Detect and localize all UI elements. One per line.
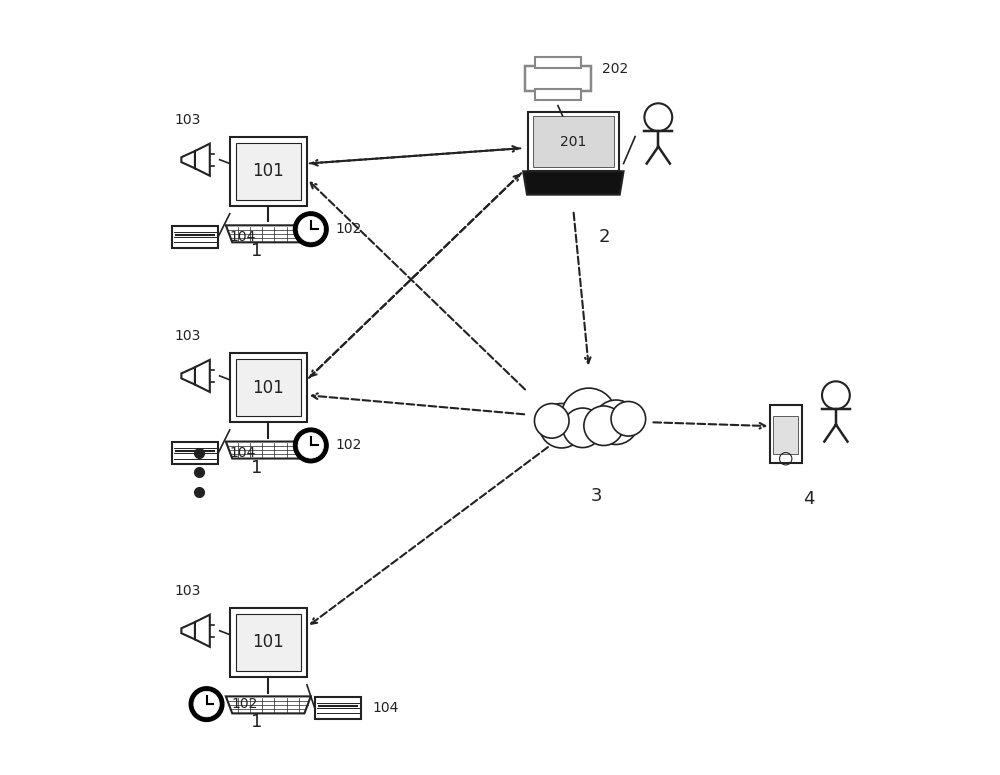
Bar (525, 66, 591, 91)
Circle shape (298, 216, 324, 242)
Text: 104: 104 (230, 230, 256, 244)
Circle shape (594, 400, 638, 445)
Text: 1: 1 (251, 713, 262, 732)
Text: 102: 102 (231, 697, 258, 711)
Bar (172, 443, 218, 464)
Text: 201: 201 (560, 135, 587, 149)
Bar (172, 226, 218, 248)
Text: 104: 104 (230, 446, 256, 460)
Polygon shape (226, 697, 311, 713)
Polygon shape (195, 360, 210, 392)
Circle shape (611, 401, 646, 436)
Text: 101: 101 (252, 162, 284, 181)
Circle shape (584, 406, 623, 446)
Bar (236, 359, 301, 416)
Bar (773, 416, 798, 454)
Circle shape (594, 400, 638, 445)
Bar (230, 353, 307, 422)
Circle shape (562, 388, 616, 443)
Circle shape (563, 408, 602, 448)
Polygon shape (195, 143, 210, 176)
Text: 4: 4 (803, 491, 815, 508)
Bar (230, 136, 307, 206)
Text: 101: 101 (252, 633, 284, 651)
Polygon shape (181, 622, 195, 639)
Circle shape (294, 429, 328, 463)
Circle shape (539, 404, 584, 448)
Circle shape (294, 212, 328, 246)
Text: 1: 1 (251, 459, 262, 477)
Bar (770, 405, 802, 463)
Polygon shape (226, 226, 311, 243)
Circle shape (298, 432, 324, 458)
Text: 102: 102 (336, 222, 362, 236)
Bar (535, 57, 581, 68)
Bar (236, 614, 301, 671)
Circle shape (611, 401, 646, 436)
Circle shape (539, 404, 584, 448)
Polygon shape (181, 367, 195, 384)
Polygon shape (181, 151, 195, 168)
Circle shape (822, 381, 850, 409)
Circle shape (534, 404, 569, 438)
Text: 103: 103 (174, 113, 200, 127)
Text: 101: 101 (252, 378, 284, 397)
Polygon shape (226, 442, 311, 459)
Text: 2: 2 (598, 228, 610, 246)
Polygon shape (528, 112, 619, 171)
Circle shape (584, 406, 623, 446)
Circle shape (190, 687, 224, 721)
Polygon shape (195, 615, 210, 647)
Text: 103: 103 (174, 584, 200, 598)
Circle shape (644, 103, 672, 131)
Circle shape (563, 408, 602, 448)
Bar (315, 698, 361, 718)
Text: 3: 3 (591, 487, 602, 505)
Bar (230, 608, 307, 677)
Bar (236, 143, 301, 200)
Text: 202: 202 (602, 61, 629, 76)
Bar (535, 89, 581, 100)
Text: 1: 1 (251, 243, 262, 260)
Text: 104: 104 (373, 701, 399, 715)
Circle shape (534, 404, 569, 438)
Circle shape (562, 388, 616, 443)
Circle shape (194, 691, 219, 717)
Bar (533, 116, 614, 167)
Text: 103: 103 (174, 329, 200, 343)
Polygon shape (523, 171, 624, 195)
Text: 102: 102 (336, 439, 362, 453)
